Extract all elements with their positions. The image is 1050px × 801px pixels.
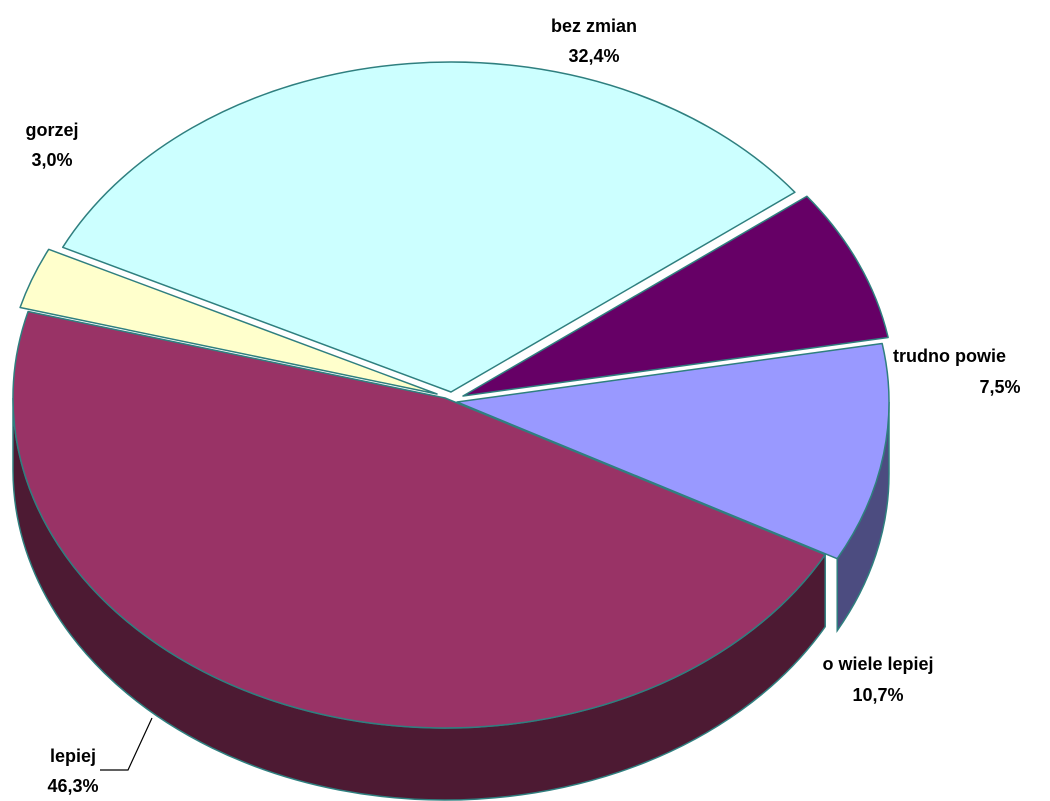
pie-slice-gorzej <box>19 248 438 395</box>
slice-value-gorzej: 3,0% <box>31 150 72 170</box>
slice-label-lepiej: lepiej <box>50 746 96 766</box>
slice-label-gorzej: gorzej <box>25 120 78 140</box>
slice-value-lepiej: 46,3% <box>47 776 98 796</box>
slice-label-bez-zmian: bez zmian <box>551 16 637 36</box>
pie-slice-bez-zmian <box>61 61 796 393</box>
slice-label-o-wiele-lepiej: o wiele lepiej <box>822 654 933 674</box>
leader-line-lepiej <box>100 717 153 771</box>
pie-slice-trudno-powie <box>462 195 889 397</box>
pie-slice-tops <box>12 61 890 729</box>
slice-value-o-wiele-lepiej: 10,7% <box>852 685 903 705</box>
slice-value-trudno-powie: 7,5% <box>979 377 1020 397</box>
slice-label-trudno-powie: trudno powie <box>893 346 1006 366</box>
pie-slice-lepiej <box>12 310 826 729</box>
pie-slice-o-wiele-lepiej <box>456 342 890 560</box>
slice-value-bez-zmian: 32,4% <box>568 46 619 66</box>
